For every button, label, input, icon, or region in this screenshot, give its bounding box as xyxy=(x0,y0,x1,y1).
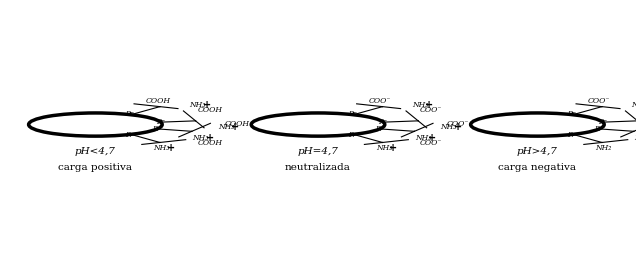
Text: COOH: COOH xyxy=(146,97,170,105)
Text: COO⁻: COO⁻ xyxy=(588,97,610,105)
Text: pH<4,7: pH<4,7 xyxy=(75,147,116,156)
Text: NH₃: NH₃ xyxy=(153,144,170,152)
Text: COO⁻: COO⁻ xyxy=(420,107,443,114)
Text: Pr: Pr xyxy=(125,131,134,139)
Text: COOH: COOH xyxy=(197,107,223,114)
Text: +: + xyxy=(167,143,175,153)
Text: COOH: COOH xyxy=(225,120,249,128)
Text: NH₃: NH₃ xyxy=(218,123,234,131)
Text: +: + xyxy=(231,122,239,132)
Text: +: + xyxy=(425,100,434,110)
Text: Pr: Pr xyxy=(156,118,164,126)
Text: +: + xyxy=(389,143,398,153)
Text: NH₃: NH₃ xyxy=(412,101,429,109)
Text: neutralizada: neutralizada xyxy=(285,163,351,172)
Text: NH₂: NH₂ xyxy=(635,134,636,142)
Text: COO⁻: COO⁻ xyxy=(420,139,443,147)
Text: NH₃: NH₃ xyxy=(193,134,209,142)
Text: Pr: Pr xyxy=(567,131,576,139)
Text: Pr: Pr xyxy=(348,110,356,118)
Text: carga positiva: carga positiva xyxy=(59,163,132,172)
Text: NH₂: NH₂ xyxy=(595,144,612,152)
Text: Pr: Pr xyxy=(378,118,387,126)
Text: NH₃: NH₃ xyxy=(441,123,457,131)
Text: carga negativa: carga negativa xyxy=(499,163,576,172)
Text: pH=4,7: pH=4,7 xyxy=(298,147,338,156)
Text: NH₃: NH₃ xyxy=(415,134,431,142)
Text: +: + xyxy=(205,133,214,143)
Text: +: + xyxy=(203,100,211,110)
Text: Pr: Pr xyxy=(125,110,134,118)
Text: COO⁻: COO⁻ xyxy=(447,120,469,128)
Text: +: + xyxy=(428,133,436,143)
Text: Pr: Pr xyxy=(595,125,602,133)
Text: COO⁻: COO⁻ xyxy=(368,97,391,105)
Text: Pr: Pr xyxy=(348,131,356,139)
Text: Pr: Pr xyxy=(153,125,160,133)
Text: pH>4,7: pH>4,7 xyxy=(517,147,558,156)
Text: Pr: Pr xyxy=(375,125,383,133)
Text: NH₃: NH₃ xyxy=(376,144,392,152)
Text: Pr: Pr xyxy=(567,110,576,118)
Text: Pr: Pr xyxy=(598,118,606,126)
Text: +: + xyxy=(453,122,462,132)
Text: NH₃: NH₃ xyxy=(190,101,206,109)
Text: COOH: COOH xyxy=(197,139,223,147)
Text: NH₂: NH₂ xyxy=(632,101,636,109)
